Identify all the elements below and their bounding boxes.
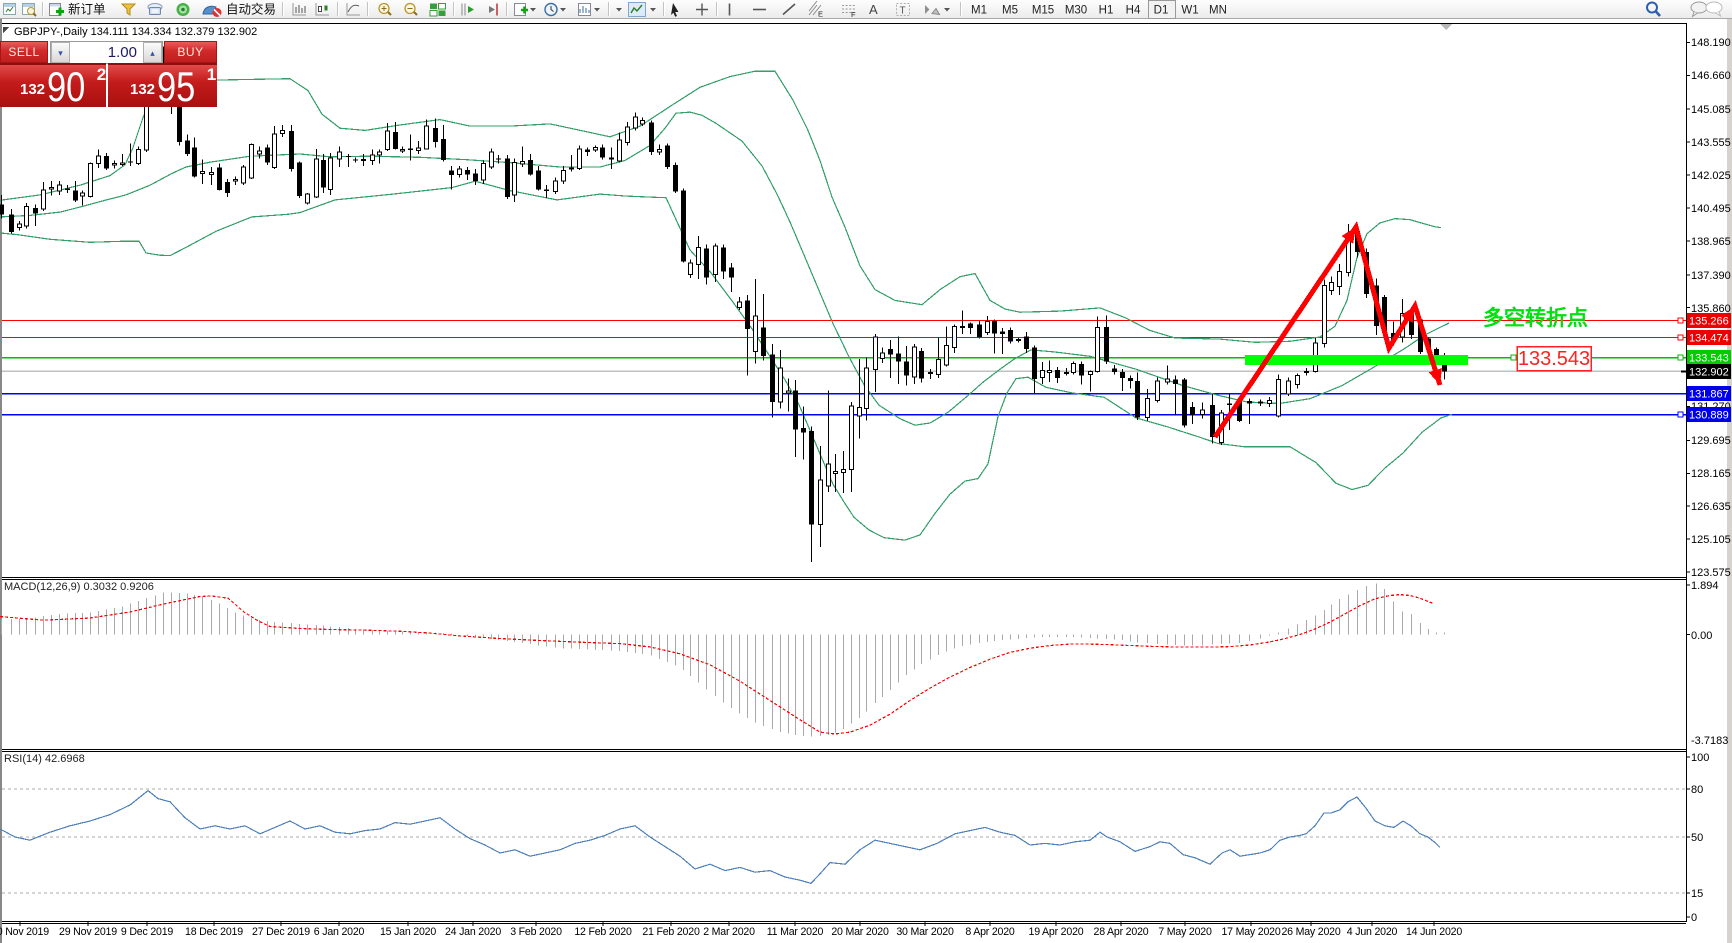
svg-text:11 Mar 2020: 11 Mar 2020 (767, 926, 824, 938)
svg-text:18 Dec 2019: 18 Dec 2019 (185, 926, 243, 938)
svg-text:自动交易: 自动交易 (226, 2, 276, 17)
svg-text:15: 15 (1691, 888, 1703, 900)
svg-text:143.555: 143.555 (1691, 137, 1731, 149)
svg-text:E: E (818, 10, 823, 19)
svg-text:M15: M15 (1032, 5, 1054, 17)
svg-text:3 Feb 2020: 3 Feb 2020 (510, 926, 562, 938)
svg-text:145.085: 145.085 (1691, 104, 1731, 116)
svg-text:24 Jan 2020: 24 Jan 2020 (445, 926, 501, 938)
svg-text:19 Apr 2020: 19 Apr 2020 (1029, 926, 1084, 938)
svg-text:128.165: 128.165 (1691, 468, 1731, 480)
svg-text:21 Feb 2020: 21 Feb 2020 (642, 926, 700, 938)
svg-text:W1: W1 (1181, 5, 1198, 17)
svg-text:RSI(14) 42.6968: RSI(14) 42.6968 (4, 753, 85, 765)
svg-text:129.695: 129.695 (1691, 435, 1731, 447)
svg-text:-3.7183: -3.7183 (1691, 735, 1728, 747)
svg-text:M5: M5 (1002, 5, 1018, 17)
svg-text:125.105: 125.105 (1691, 534, 1731, 546)
svg-text:137.390: 137.390 (1691, 270, 1731, 282)
svg-text:20 Nov 2019: 20 Nov 2019 (0, 926, 49, 938)
svg-text:MACD(12,26,9) 0.3032 0.9206: MACD(12,26,9) 0.3032 0.9206 (4, 581, 154, 593)
svg-text:新订单: 新订单 (68, 2, 106, 17)
svg-text:100: 100 (1691, 752, 1709, 764)
svg-text:6 Jan 2020: 6 Jan 2020 (314, 926, 365, 938)
svg-text:M30: M30 (1065, 5, 1087, 17)
svg-text:142.025: 142.025 (1691, 170, 1731, 182)
svg-text:133.543: 133.543 (1689, 353, 1729, 365)
svg-text:15 Jan 2020: 15 Jan 2020 (380, 926, 436, 938)
svg-text:146.660: 146.660 (1691, 70, 1731, 82)
svg-text:80: 80 (1691, 784, 1703, 796)
svg-text:50: 50 (1691, 832, 1703, 844)
svg-text:0.00: 0.00 (1691, 630, 1712, 642)
svg-text:M1: M1 (971, 5, 987, 17)
svg-text:135.860: 135.860 (1691, 303, 1731, 315)
svg-text:T: T (900, 6, 906, 17)
svg-text:4 Jun 2020: 4 Jun 2020 (1347, 926, 1398, 938)
svg-text:1.894: 1.894 (1691, 580, 1719, 592)
svg-text:123.575: 123.575 (1691, 567, 1731, 579)
svg-text:126.635: 126.635 (1691, 501, 1731, 513)
svg-text:多空转折点: 多空转折点 (1483, 306, 1588, 330)
svg-text:148.190: 148.190 (1691, 37, 1731, 49)
svg-text:H1: H1 (1099, 5, 1114, 17)
svg-text:MN: MN (1209, 5, 1227, 17)
svg-text:8 Apr 2020: 8 Apr 2020 (965, 926, 1015, 938)
svg-text:140.495: 140.495 (1691, 203, 1731, 215)
svg-text:17 May 2020: 17 May 2020 (1221, 926, 1280, 938)
svg-text:134.474: 134.474 (1689, 333, 1729, 345)
svg-text:F: F (851, 10, 856, 19)
svg-text:133.543: 133.543 (1518, 348, 1590, 370)
svg-text:27 Dec 2019: 27 Dec 2019 (252, 926, 310, 938)
svg-text:30 Mar 2020: 30 Mar 2020 (896, 926, 954, 938)
svg-text:135.266: 135.266 (1689, 316, 1729, 328)
svg-text:0: 0 (1691, 912, 1697, 924)
svg-text:132.902: 132.902 (1689, 366, 1729, 378)
svg-text:12 Feb 2020: 12 Feb 2020 (574, 926, 632, 938)
svg-text:28 Apr 2020: 28 Apr 2020 (1094, 926, 1149, 938)
svg-text:26 May 2020: 26 May 2020 (1281, 926, 1340, 938)
svg-text:9 Dec 2019: 9 Dec 2019 (121, 926, 173, 938)
svg-text:7 May 2020: 7 May 2020 (1158, 926, 1212, 938)
svg-text:130.889: 130.889 (1689, 410, 1729, 422)
svg-text:138.965: 138.965 (1691, 236, 1731, 248)
svg-text:D1: D1 (1154, 5, 1169, 17)
svg-text:GBPJPY-,Daily 134.111 134.334: GBPJPY-,Daily 134.111 134.334 132.379 13… (14, 26, 257, 38)
svg-text:2 Mar 2020: 2 Mar 2020 (703, 926, 755, 938)
svg-text:H4: H4 (1126, 5, 1141, 17)
svg-text:131.867: 131.867 (1689, 389, 1729, 401)
svg-text:29 Nov 2019: 29 Nov 2019 (59, 926, 117, 938)
svg-text:A: A (869, 2, 878, 17)
svg-text:20 Mar 2020: 20 Mar 2020 (831, 926, 889, 938)
svg-text:14 Jun 2020: 14 Jun 2020 (1406, 926, 1462, 938)
